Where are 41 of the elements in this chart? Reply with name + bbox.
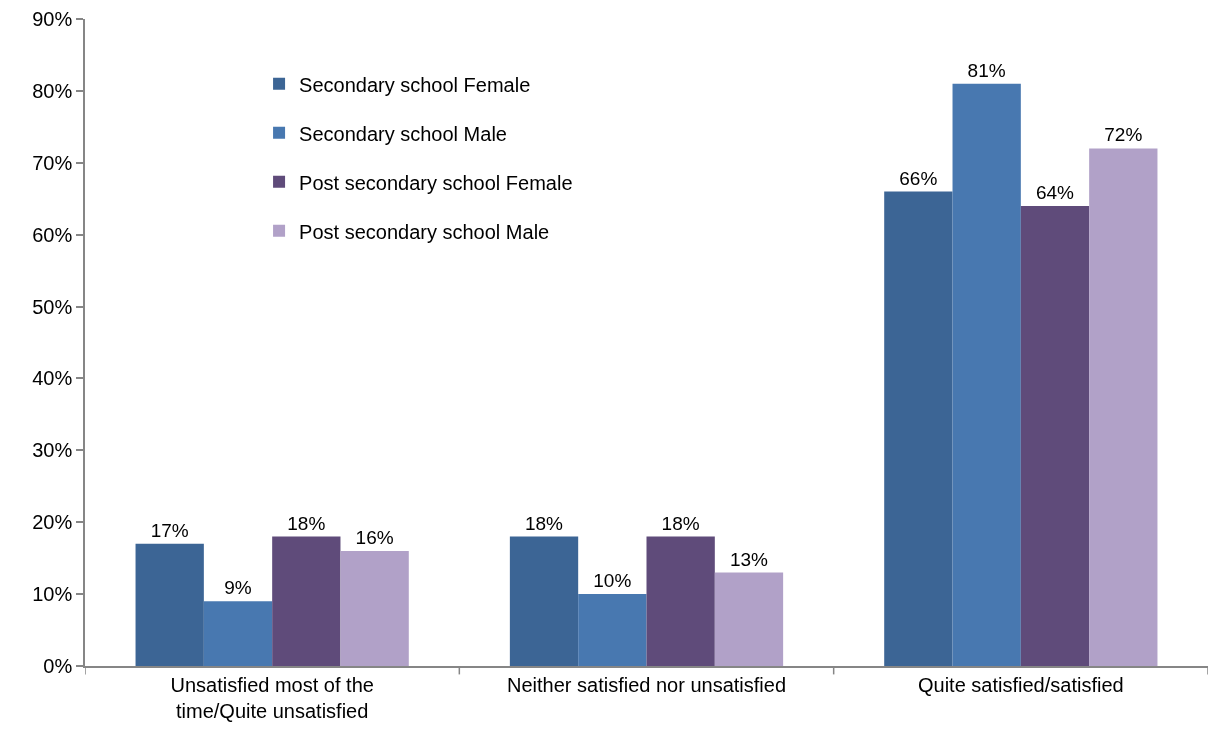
y-tick-label: 70% xyxy=(32,151,73,174)
legend-label: Secondary school Female xyxy=(299,73,531,96)
bar xyxy=(1020,205,1090,666)
bar xyxy=(578,594,647,666)
bar xyxy=(340,550,409,666)
data-label: 18% xyxy=(661,512,700,534)
data-label: 13% xyxy=(729,548,769,570)
y-tick-label: 20% xyxy=(32,511,73,534)
y-tick-label: 50% xyxy=(32,295,73,318)
data-label: 18% xyxy=(524,512,564,534)
bar xyxy=(135,543,204,666)
bar xyxy=(952,83,1021,666)
data-label: 10% xyxy=(593,570,632,592)
y-tick-label: 30% xyxy=(32,439,73,462)
y-tick-label: 10% xyxy=(32,583,73,606)
bar xyxy=(509,536,579,666)
data-label: 9% xyxy=(224,577,252,599)
data-label: 72% xyxy=(1104,124,1143,146)
data-label: 16% xyxy=(355,526,394,548)
data-label: 64% xyxy=(1035,181,1075,203)
x-tick-label: Quite satisfied/satisfied xyxy=(918,673,1124,696)
bar xyxy=(1089,148,1158,666)
y-tick-label: 90% xyxy=(32,8,73,30)
bar xyxy=(203,601,273,666)
y-tick-label: 60% xyxy=(32,223,73,246)
data-label: 18% xyxy=(287,512,326,534)
data-label: 66% xyxy=(899,167,938,189)
y-tick-label: 0% xyxy=(43,655,73,677)
legend-label: Secondary school Male xyxy=(299,122,507,145)
y-tick-label: 80% xyxy=(32,79,73,102)
data-label: 17% xyxy=(150,519,189,541)
bar xyxy=(646,536,715,666)
legend-label: Post secondary school Male xyxy=(299,220,550,243)
data-label: 81% xyxy=(967,59,1006,81)
bar xyxy=(884,191,953,666)
x-tick-label: Unsatisfied most of the time/Quite unsatisfied xyxy=(170,673,374,722)
x-tick-label: Neither satisfied nor unsatisfied xyxy=(506,673,787,696)
legend-label: Post secondary school Female xyxy=(299,171,573,194)
bar xyxy=(714,572,784,666)
y-tick-label: 40% xyxy=(32,367,73,390)
bar xyxy=(272,536,341,666)
